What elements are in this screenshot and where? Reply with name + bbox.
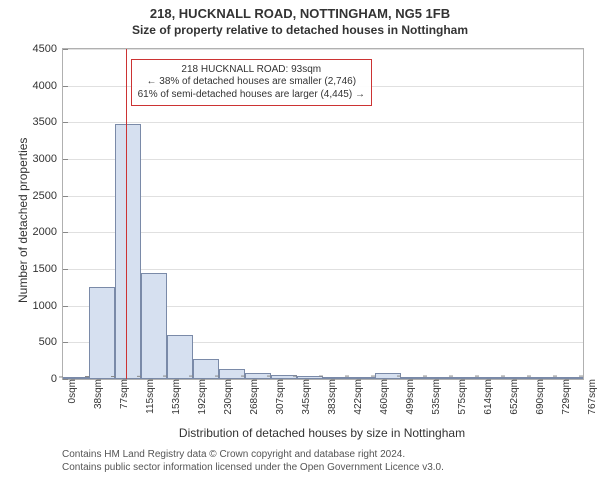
footer-line-1: Contains HM Land Registry data © Crown c… <box>62 448 444 461</box>
x-tick: 422sqm <box>349 379 364 415</box>
x-tick: 690sqm <box>531 379 546 415</box>
page-title: 218, HUCKNALL ROAD, NOTTINGHAM, NG5 1FB <box>0 0 600 21</box>
y-tick: 1500 <box>33 263 63 275</box>
x-tick: 575sqm <box>453 379 468 415</box>
annotation-line: 218 HUCKNALL ROAD: 93sqm <box>138 64 365 77</box>
x-tick: 38sqm <box>89 379 104 409</box>
gridline <box>63 232 583 233</box>
histogram-bar <box>115 124 141 379</box>
histogram-bar <box>219 369 245 379</box>
x-tick: 383sqm <box>323 379 338 415</box>
x-tick: 767sqm <box>583 379 598 415</box>
annotation-line: ← 38% of detached houses are smaller (2,… <box>138 76 365 89</box>
y-tick: 4500 <box>33 43 63 55</box>
x-tick: 345sqm <box>297 379 312 415</box>
y-tick: 0 <box>51 373 63 385</box>
x-tick: 115sqm <box>141 379 156 414</box>
annotation-line: 61% of semi-detached houses are larger (… <box>138 89 365 102</box>
histogram-plot: 050010001500200025003000350040004500218 … <box>62 48 584 380</box>
x-tick: 460sqm <box>375 379 390 415</box>
x-tick: 535sqm <box>427 379 442 415</box>
property-marker-line <box>126 49 127 379</box>
gridline <box>63 159 583 160</box>
x-tick: 729sqm <box>557 379 572 415</box>
gridline <box>63 196 583 197</box>
y-tick: 2000 <box>33 226 63 238</box>
page-subtitle: Size of property relative to detached ho… <box>0 21 600 37</box>
x-tick: 307sqm <box>271 379 286 415</box>
gridline <box>63 122 583 123</box>
x-tick: 268sqm <box>245 379 260 415</box>
x-tick: 652sqm <box>505 379 520 415</box>
y-tick: 3000 <box>33 153 63 165</box>
x-tick: 0sqm <box>63 379 78 403</box>
y-tick: 4000 <box>33 80 63 92</box>
histogram-bar <box>167 335 193 379</box>
x-tick: 77sqm <box>115 379 130 409</box>
histogram-bar <box>89 287 115 379</box>
y-tick: 2500 <box>33 190 63 202</box>
attribution-footer: Contains HM Land Registry data © Crown c… <box>62 448 444 474</box>
y-tick: 1000 <box>33 300 63 312</box>
annotation-box: 218 HUCKNALL ROAD: 93sqm← 38% of detache… <box>131 59 372 107</box>
gridline <box>63 49 583 50</box>
y-axis-label: Number of detached properties <box>16 138 30 303</box>
gridline <box>63 269 583 270</box>
x-tick: 614sqm <box>479 379 494 415</box>
x-tick: 153sqm <box>167 379 182 415</box>
y-tick: 3500 <box>33 116 63 128</box>
x-tick: 230sqm <box>219 379 234 415</box>
x-tick: 499sqm <box>401 379 416 415</box>
y-tick: 500 <box>39 336 63 348</box>
x-tick: 192sqm <box>193 379 208 415</box>
histogram-bar <box>141 273 167 379</box>
x-axis-label: Distribution of detached houses by size … <box>62 426 582 440</box>
footer-line-2: Contains public sector information licen… <box>62 461 444 474</box>
